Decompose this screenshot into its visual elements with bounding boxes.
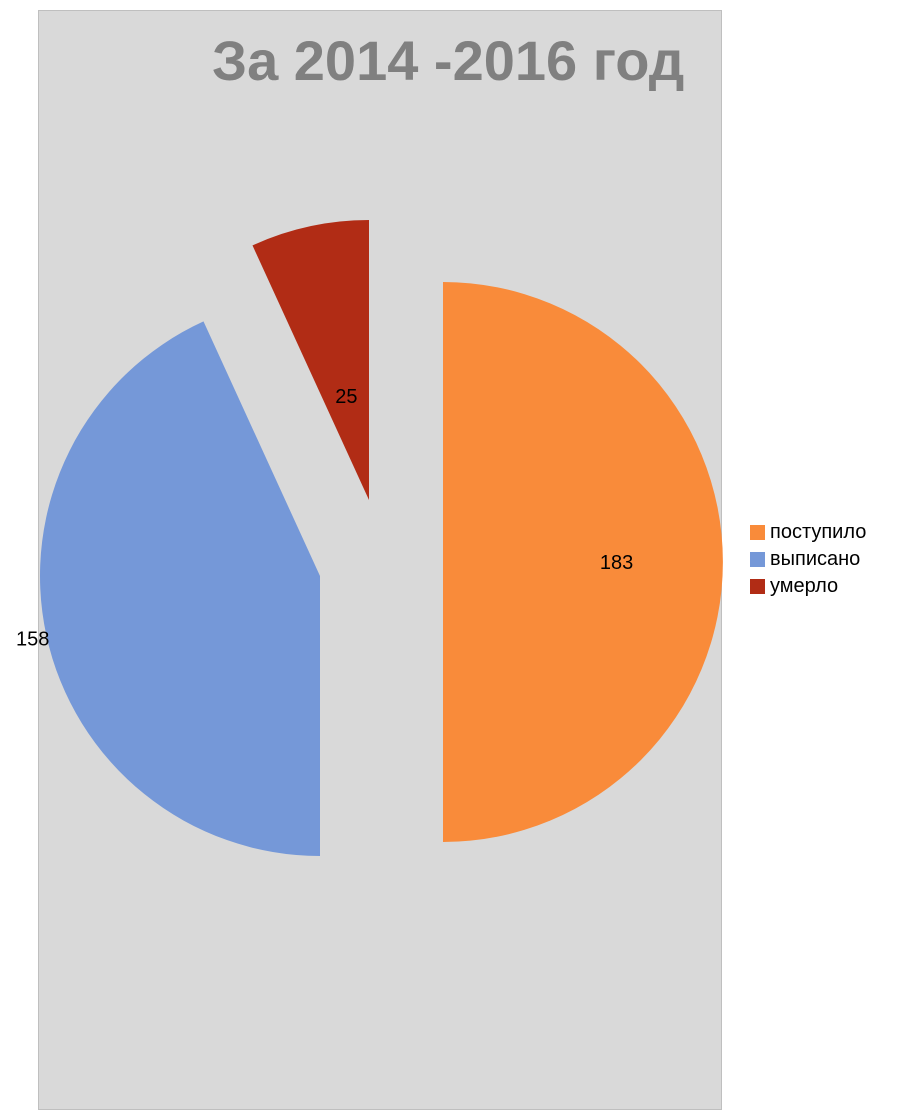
pie-slice[interactable] <box>39 321 320 856</box>
legend-swatch <box>750 579 765 594</box>
slice-data-label: 158 <box>16 629 49 651</box>
legend-label: умерло <box>770 575 839 597</box>
legend: поступило выписано умерло <box>750 519 866 600</box>
chart-title: За 2014 -2016 год <box>212 29 685 92</box>
legend-item[interactable]: поступило <box>750 519 866 546</box>
pie-slice[interactable] <box>252 220 369 500</box>
legend-label: выписано <box>770 548 861 570</box>
legend-swatch <box>750 552 765 567</box>
legend-swatch <box>750 525 765 540</box>
slice-data-label: 183 <box>600 552 633 574</box>
legend-item[interactable]: умерло <box>750 573 866 600</box>
pie-slice[interactable] <box>443 282 723 842</box>
legend-label: поступило <box>770 521 867 543</box>
slice-data-label: 25 <box>335 386 357 408</box>
legend-item[interactable]: выписано <box>750 546 866 573</box>
